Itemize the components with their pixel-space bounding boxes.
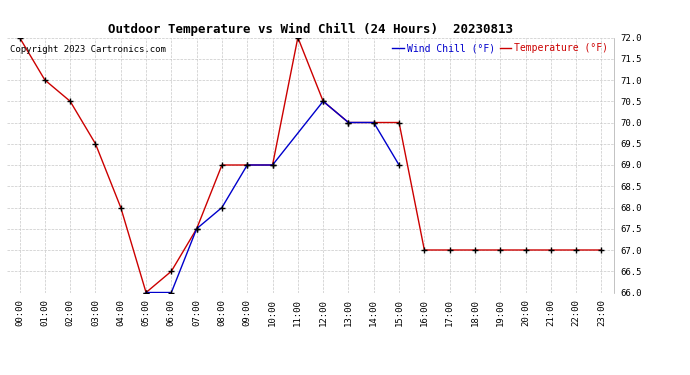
- Text: Copyright 2023 Cartronics.com: Copyright 2023 Cartronics.com: [10, 45, 166, 54]
- Title: Outdoor Temperature vs Wind Chill (24 Hours)  20230813: Outdoor Temperature vs Wind Chill (24 Ho…: [108, 23, 513, 36]
- Legend: Wind Chill (°F), Temperature (°F): Wind Chill (°F), Temperature (°F): [388, 39, 612, 57]
